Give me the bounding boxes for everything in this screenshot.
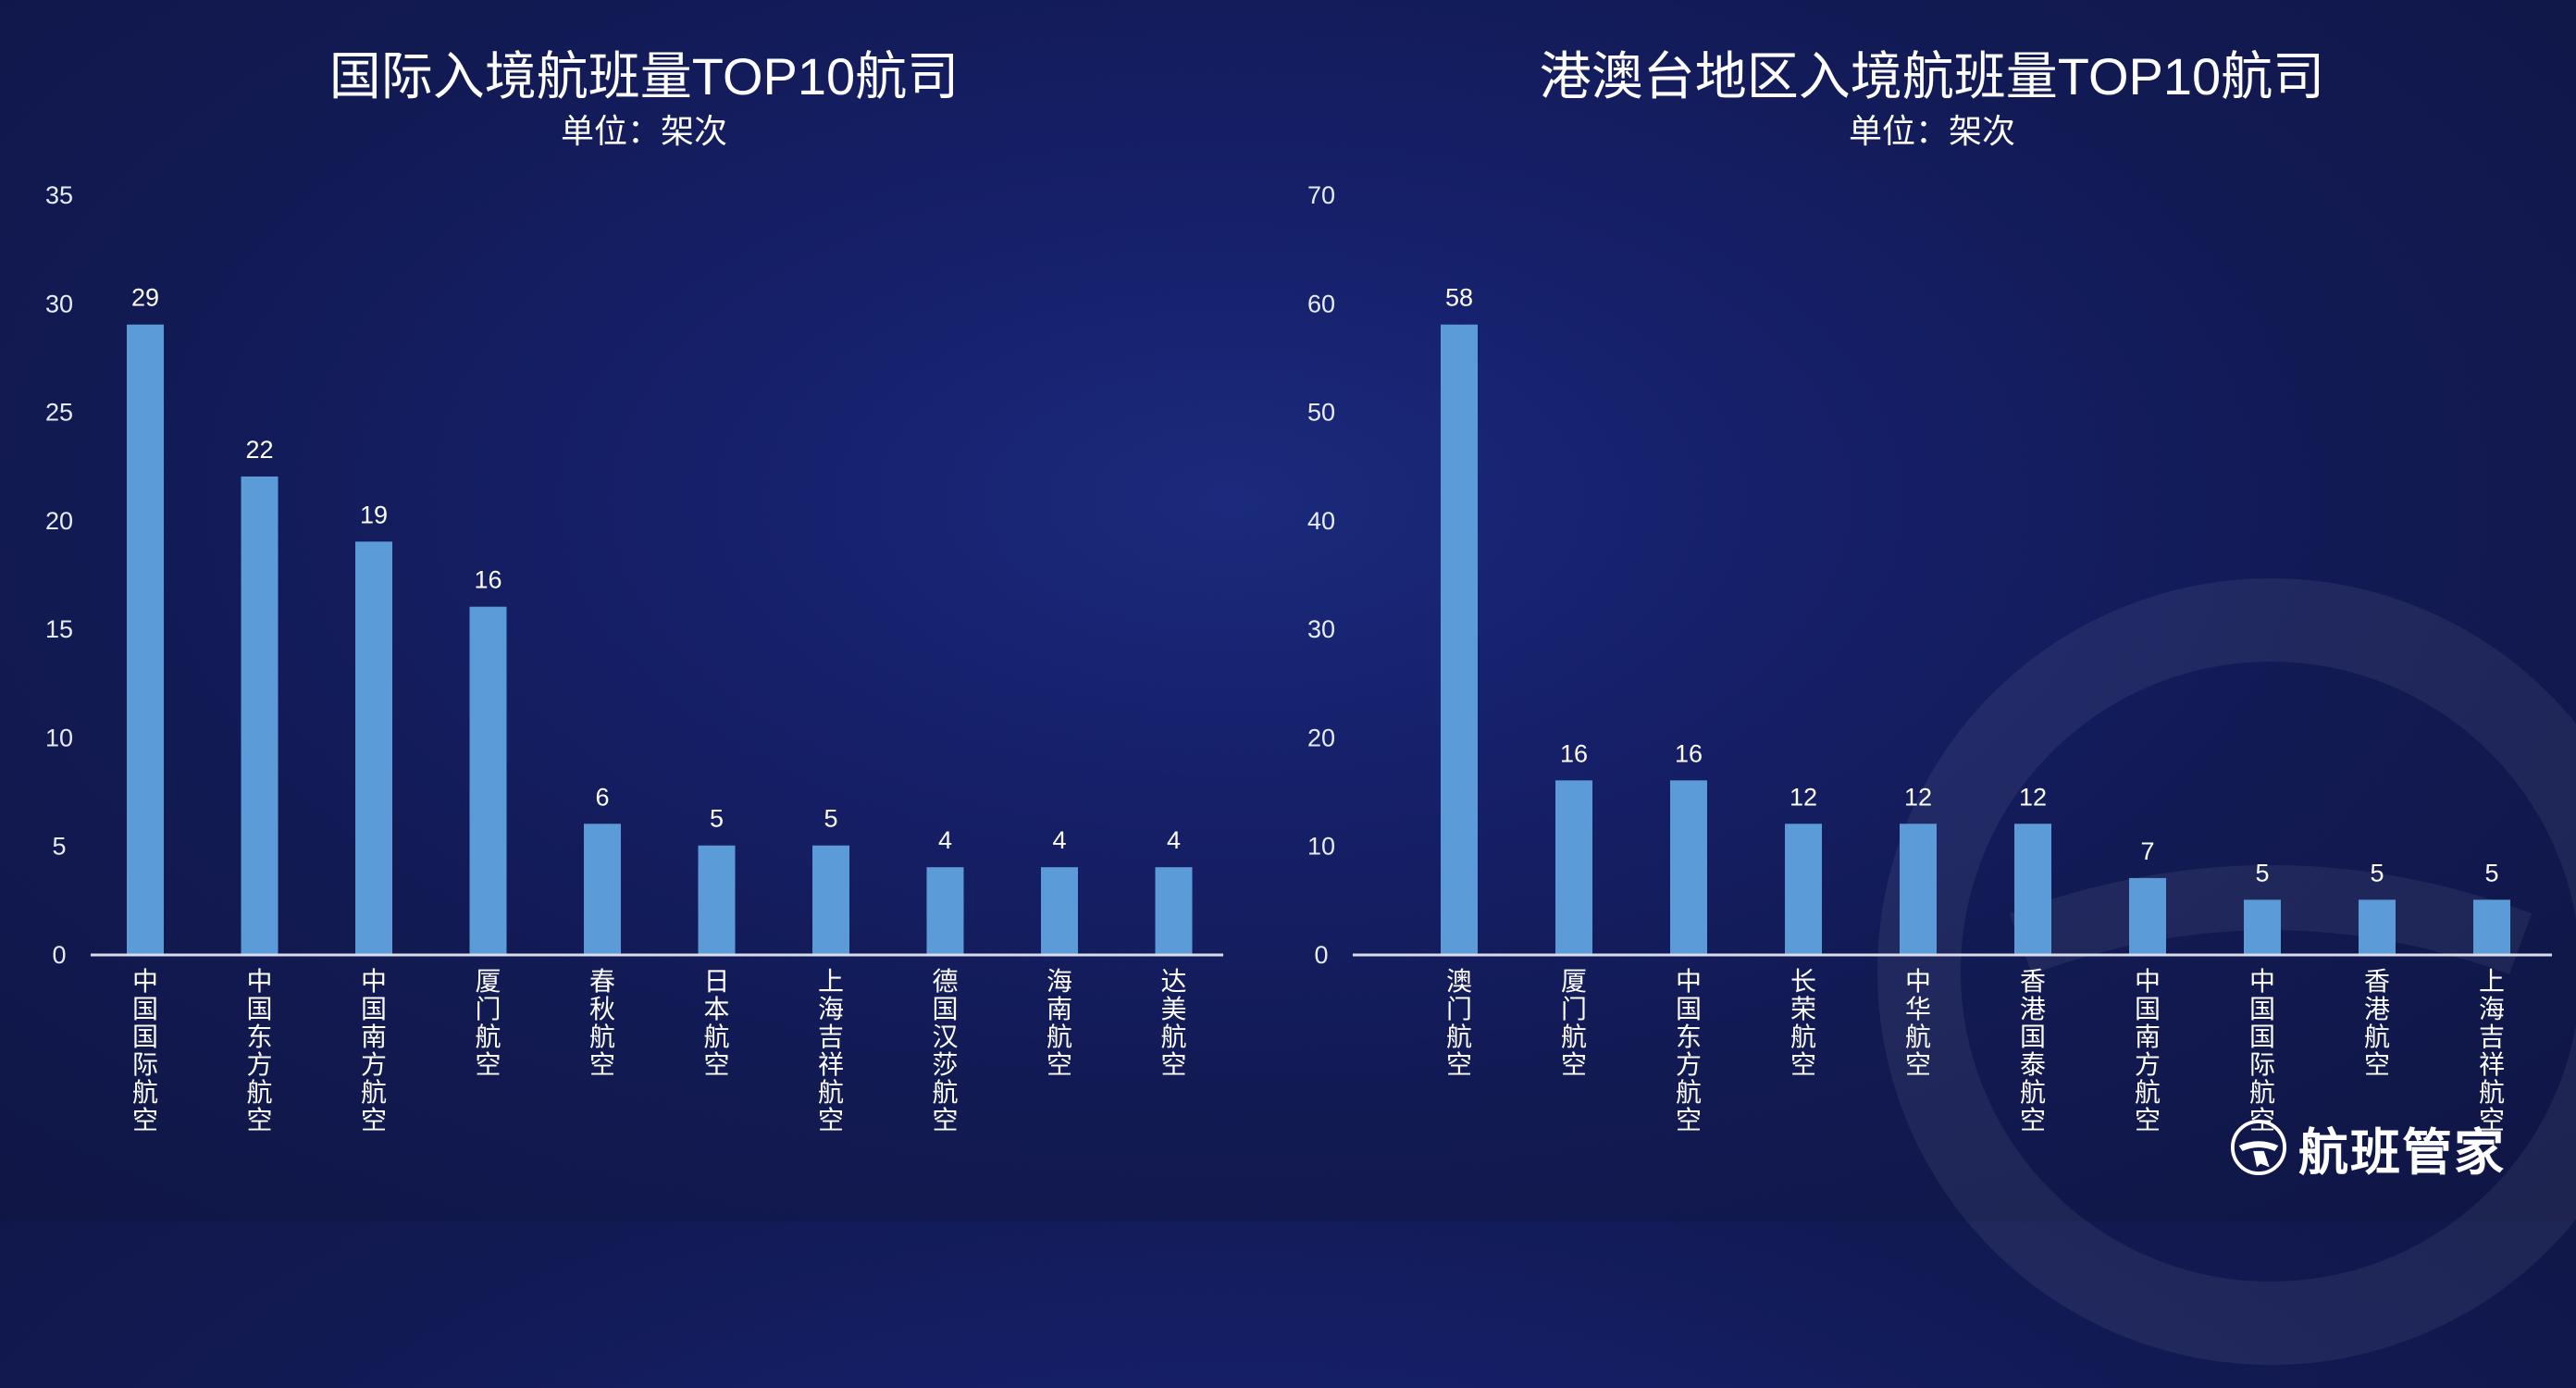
bar bbox=[1155, 867, 1193, 954]
data-label: 4 bbox=[938, 826, 952, 854]
x-tick-label: 日本航空 bbox=[703, 966, 730, 1080]
bar bbox=[2359, 899, 2396, 954]
data-label: 4 bbox=[1167, 826, 1181, 854]
y-tick-label: 30 bbox=[45, 290, 73, 317]
x-tick-label: 中国南方航空 bbox=[360, 966, 387, 1135]
x-tick-label: 澳门航空 bbox=[1445, 966, 1472, 1080]
y-tick-label: 10 bbox=[45, 724, 73, 751]
plane-logo-icon bbox=[2230, 1119, 2287, 1176]
x-tick-label: 上海吉祥航空 bbox=[817, 966, 844, 1135]
data-label: 5 bbox=[2370, 859, 2384, 886]
y-tick-label: 25 bbox=[45, 399, 73, 427]
data-label: 19 bbox=[360, 501, 388, 528]
x-tick-label: 春秋航空 bbox=[588, 966, 615, 1080]
x-tick-label: 达美航空 bbox=[1160, 966, 1187, 1080]
data-label: 16 bbox=[474, 566, 502, 594]
x-tick-label: 上海吉祥航空 bbox=[2478, 966, 2505, 1135]
bar bbox=[1670, 780, 1707, 954]
y-tick-label: 35 bbox=[45, 181, 73, 209]
data-label: 5 bbox=[2255, 859, 2269, 886]
bar bbox=[241, 476, 279, 954]
bar bbox=[698, 845, 736, 954]
y-tick-label: 10 bbox=[1307, 833, 1335, 861]
x-tick-label: 中华航空 bbox=[1904, 966, 1931, 1080]
x-tick-label: 中国东方航空 bbox=[246, 966, 273, 1135]
y-tick-label: 60 bbox=[1307, 290, 1335, 317]
bar bbox=[926, 867, 964, 954]
bar bbox=[355, 541, 392, 954]
bar bbox=[1441, 324, 1478, 954]
x-tick-label: 中国国际航空 bbox=[131, 966, 158, 1135]
bar bbox=[1900, 824, 1937, 954]
x-tick-label: 中国国际航空 bbox=[2248, 966, 2275, 1135]
data-label: 4 bbox=[1052, 826, 1066, 854]
chart-title: 港澳台地区入境航班量TOP10航司 bbox=[1539, 47, 2325, 105]
bar bbox=[1785, 824, 1822, 954]
y-tick-label: 30 bbox=[1307, 615, 1335, 643]
x-tick-label: 中国南方航空 bbox=[2134, 966, 2161, 1135]
brand-logo: 航班管家 bbox=[2230, 1115, 2506, 1182]
chart-title: 国际入境航班量TOP10航司 bbox=[328, 47, 960, 105]
bar-chart-regional: 0 10 20 30 40 50 60 70 58 16 16 12 12 12 7 5 5 5 bbox=[1307, 181, 2552, 969]
x-tick-label: 德国汉莎航空 bbox=[932, 966, 959, 1135]
data-label: 12 bbox=[1904, 783, 1932, 811]
chart-panel-hk-macao-taiwan: 港澳台地区入境航班量TOP10航司 单位：架次 0 10 20 30 40 50 60 70 5… bbox=[1288, 0, 2576, 1221]
chart-subtitle: 单位：架次 bbox=[1848, 112, 2015, 150]
x-tick-label: 海南航空 bbox=[1046, 966, 1072, 1080]
x-tick-label: 中国东方航空 bbox=[1675, 966, 1702, 1135]
y-tick-label: 15 bbox=[45, 615, 73, 643]
y-tick-label: 70 bbox=[1307, 181, 1335, 209]
bar bbox=[1555, 780, 1592, 954]
x-tick-label: 厦门航空 bbox=[1560, 966, 1587, 1080]
data-label: 16 bbox=[1675, 739, 1703, 767]
chart-subtitle: 单位：架次 bbox=[560, 112, 727, 150]
y-tick-label: 20 bbox=[1307, 724, 1335, 751]
data-label: 7 bbox=[2140, 837, 2154, 865]
x-tick-label: 厦门航空 bbox=[475, 966, 502, 1080]
y-tick-label: 0 bbox=[1314, 941, 1328, 969]
y-tick-label: 5 bbox=[52, 833, 66, 861]
data-label: 5 bbox=[824, 805, 837, 833]
data-label: 5 bbox=[2484, 859, 2498, 886]
y-tick-label: 0 bbox=[52, 941, 66, 969]
bar bbox=[812, 845, 849, 954]
data-label: 12 bbox=[1790, 783, 1817, 811]
data-label: 29 bbox=[131, 284, 159, 312]
x-tick-label: 香港国泰航空 bbox=[2019, 966, 2046, 1135]
bar bbox=[1041, 867, 1078, 954]
data-label: 22 bbox=[245, 436, 273, 464]
bar bbox=[2014, 824, 2051, 954]
data-label: 12 bbox=[2019, 783, 2047, 811]
bar bbox=[2473, 899, 2510, 954]
bar bbox=[469, 606, 507, 954]
bar-chart-international: 0 5 10 15 20 25 30 35 29 22 19 16 6 5 5 4 4 4 bbox=[45, 181, 1223, 969]
chart-panel-international: 国际入境航班量TOP10航司 单位：架次 0 5 10 15 20 25 30 35 29 22 1… bbox=[0, 0, 1288, 1221]
bar bbox=[2244, 899, 2281, 954]
bar bbox=[127, 324, 164, 954]
x-tick-label: 长荣航空 bbox=[1790, 966, 1816, 1080]
data-label: 6 bbox=[595, 783, 609, 811]
data-label: 16 bbox=[1560, 739, 1588, 767]
y-tick-label: 20 bbox=[45, 507, 73, 535]
data-label: 58 bbox=[1445, 284, 1473, 312]
bar bbox=[2129, 877, 2166, 954]
y-tick-label: 50 bbox=[1307, 399, 1335, 427]
x-tick-label: 香港航空 bbox=[2363, 966, 2390, 1080]
y-tick-label: 40 bbox=[1307, 507, 1335, 535]
bar bbox=[584, 824, 621, 954]
brand-name: 航班管家 bbox=[2298, 1122, 2506, 1182]
data-label: 5 bbox=[710, 805, 724, 833]
